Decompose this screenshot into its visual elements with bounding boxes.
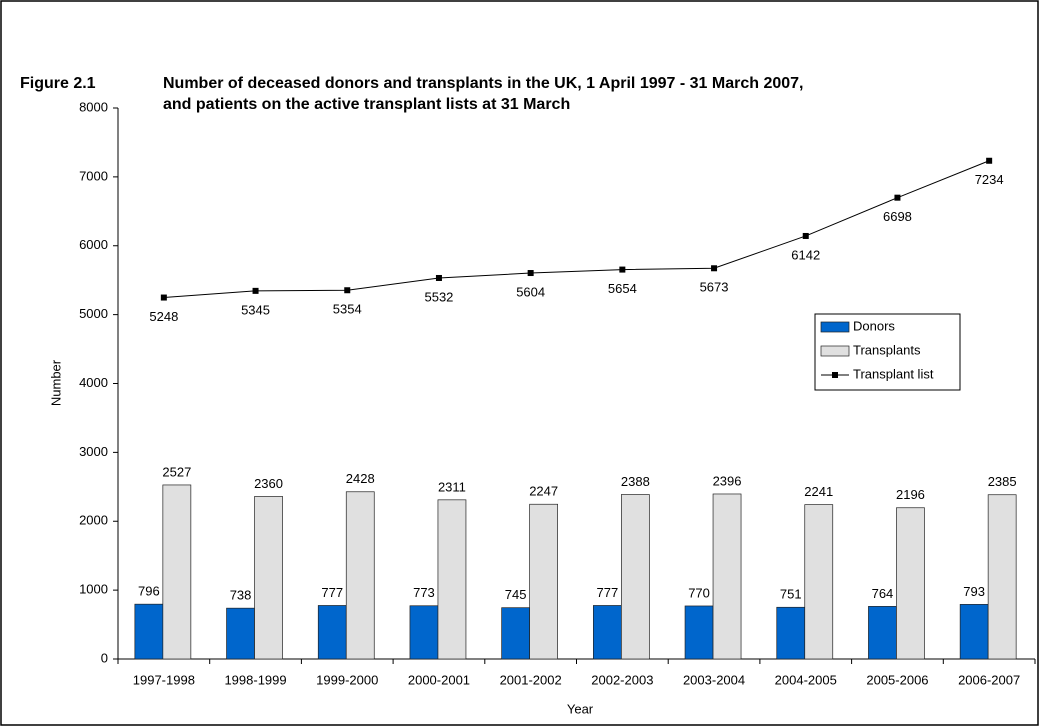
point — [802, 232, 809, 239]
data-label: 745 — [505, 587, 527, 602]
data-label: 777 — [596, 585, 618, 600]
y-tick-label: 4000 — [79, 375, 108, 390]
data-label: 2396 — [713, 473, 742, 488]
y-tick-label: 1000 — [79, 582, 108, 597]
data-label: 2388 — [621, 474, 650, 489]
legend-swatch — [832, 372, 838, 378]
data-label: 2247 — [529, 484, 558, 499]
chart-title: Number of deceased donors and transplant… — [163, 75, 803, 92]
x-tick-label: 2000-2001 — [408, 672, 470, 687]
y-tick-label: 7000 — [79, 168, 108, 183]
x-tick-label: 2003-2004 — [683, 672, 745, 687]
x-tick-label: 1998-1999 — [224, 672, 286, 687]
y-tick-label: 6000 — [79, 237, 108, 252]
data-label: 6142 — [791, 247, 820, 262]
bar — [162, 484, 192, 660]
data-label: 770 — [688, 585, 710, 600]
point — [619, 266, 626, 273]
bar — [804, 504, 834, 660]
data-label: 773 — [413, 585, 435, 600]
x-tick-label: 1999-2000 — [316, 672, 378, 687]
bar — [712, 493, 742, 660]
y-axis-label: Number — [48, 359, 63, 406]
bar — [620, 494, 650, 660]
data-label: 777 — [321, 585, 343, 600]
data-label: 5673 — [700, 280, 729, 295]
data-label: 5248 — [149, 309, 178, 324]
point — [252, 287, 259, 294]
data-label: 738 — [230, 588, 252, 603]
bar — [134, 603, 164, 660]
x-tick-label: 2002-2003 — [591, 672, 653, 687]
x-tick-label: 2006-2007 — [958, 672, 1020, 687]
bar — [317, 605, 347, 660]
bar — [959, 604, 989, 660]
data-label: 793 — [963, 584, 985, 599]
bar — [684, 605, 714, 660]
point — [986, 157, 993, 164]
data-label: 2196 — [896, 487, 925, 502]
data-label: 5345 — [241, 302, 270, 317]
bar — [592, 605, 622, 660]
chart-title: and patients on the active transplant li… — [163, 96, 570, 113]
point — [160, 294, 167, 301]
bar — [896, 507, 925, 660]
point — [435, 274, 442, 281]
bar — [868, 606, 897, 660]
y-tick-label: 2000 — [79, 513, 108, 528]
legend-label: Donors — [853, 318, 895, 333]
bar — [226, 607, 255, 660]
y-tick-label: 8000 — [79, 99, 108, 114]
x-axis-label: Year — [567, 701, 594, 716]
data-label: 2527 — [162, 464, 191, 479]
x-tick-label: 2004-2005 — [775, 672, 837, 687]
data-label: 6698 — [883, 209, 912, 224]
data-label: 764 — [872, 586, 894, 601]
bar — [501, 607, 530, 660]
data-label: 2241 — [804, 484, 833, 499]
point — [711, 265, 718, 272]
y-tick-label: 0 — [101, 650, 108, 665]
y-tick-label: 5000 — [79, 306, 108, 321]
bar — [529, 503, 559, 660]
point — [527, 270, 534, 277]
legend-swatch — [820, 321, 850, 333]
data-label: 2360 — [254, 476, 283, 491]
bar — [437, 499, 467, 660]
bar — [776, 606, 806, 660]
legend-label: Transplant list — [853, 366, 934, 381]
bar — [987, 494, 1017, 660]
data-label: 5354 — [333, 302, 362, 317]
x-tick-label: 1997-1998 — [133, 672, 195, 687]
figure-label: Figure 2.1 — [20, 75, 96, 92]
data-label: 5604 — [516, 284, 545, 299]
line — [163, 160, 990, 299]
bar — [409, 605, 439, 660]
x-tick-label: 2001-2002 — [500, 672, 562, 687]
x-tick-label: 2005-2006 — [866, 672, 928, 687]
data-label: 796 — [138, 584, 160, 599]
bar — [254, 496, 283, 660]
data-label: 2428 — [346, 471, 375, 486]
data-label: 5532 — [424, 289, 453, 304]
y-tick-label: 3000 — [79, 444, 108, 459]
data-label: 2385 — [988, 474, 1017, 489]
bar — [345, 491, 375, 660]
data-label: 5654 — [608, 281, 637, 296]
legend-swatch — [820, 345, 850, 357]
data-label: 7234 — [975, 172, 1004, 187]
point — [894, 194, 901, 201]
point — [344, 287, 351, 294]
data-label: 2311 — [438, 479, 466, 494]
data-label: 751 — [780, 587, 802, 602]
legend-label: Transplants — [853, 342, 921, 357]
